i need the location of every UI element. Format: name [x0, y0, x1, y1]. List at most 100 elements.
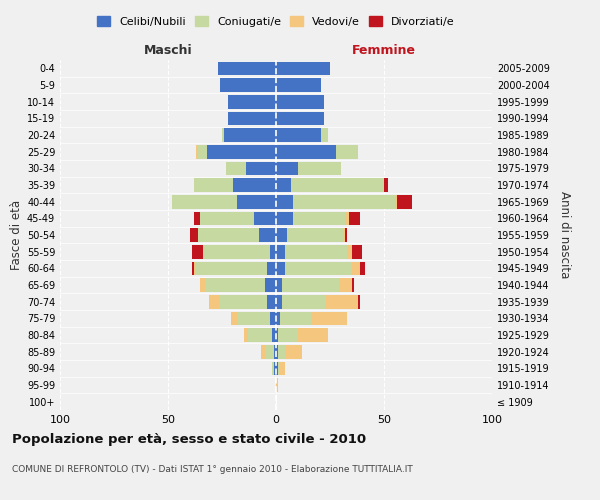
Bar — [194, 178, 233, 192]
Bar — [276, 245, 284, 258]
Bar — [298, 162, 341, 175]
Bar — [272, 328, 276, 342]
Bar — [209, 295, 220, 308]
Bar — [200, 278, 205, 292]
Bar — [248, 328, 272, 342]
Bar — [198, 145, 207, 158]
Bar — [226, 162, 246, 175]
Bar — [205, 278, 265, 292]
Bar — [360, 262, 365, 275]
Bar — [352, 278, 354, 292]
Bar — [220, 295, 268, 308]
Bar — [276, 378, 278, 392]
Bar — [347, 245, 352, 258]
Bar — [200, 212, 254, 225]
Bar — [276, 178, 291, 192]
Bar — [278, 328, 298, 342]
Bar — [298, 328, 328, 342]
Bar — [276, 162, 298, 175]
Bar — [311, 312, 347, 325]
Legend: Celibi/Nubili, Coniugati/e, Vedovi/e, Divorziati/e: Celibi/Nubili, Coniugati/e, Vedovi/e, Di… — [94, 13, 458, 30]
Bar — [345, 228, 347, 242]
Bar — [337, 145, 358, 158]
Bar — [192, 262, 194, 275]
Bar — [276, 195, 293, 208]
Bar — [237, 195, 276, 208]
Bar — [284, 345, 302, 358]
Bar — [276, 328, 278, 342]
Bar — [190, 228, 198, 242]
Bar — [229, 112, 276, 125]
Bar — [268, 262, 276, 275]
Bar — [338, 278, 352, 292]
Bar — [276, 278, 283, 292]
Bar — [230, 312, 237, 325]
Bar — [233, 178, 276, 192]
Bar — [395, 195, 397, 208]
Bar — [276, 95, 323, 108]
Bar — [261, 345, 265, 358]
Bar — [358, 295, 360, 308]
Bar — [276, 112, 323, 125]
Bar — [291, 178, 384, 192]
Bar — [280, 312, 311, 325]
Bar — [254, 212, 276, 225]
Bar — [343, 228, 345, 242]
Bar — [192, 245, 203, 258]
Bar — [276, 128, 322, 142]
Bar — [246, 162, 276, 175]
Y-axis label: Fasce di età: Fasce di età — [10, 200, 23, 270]
Bar — [276, 228, 287, 242]
Bar — [194, 212, 200, 225]
Bar — [207, 145, 276, 158]
Bar — [269, 245, 276, 258]
Bar — [274, 345, 276, 358]
Bar — [397, 195, 412, 208]
Text: Femmine: Femmine — [352, 44, 416, 57]
Bar — [276, 212, 293, 225]
Bar — [229, 95, 276, 108]
Bar — [352, 262, 360, 275]
Bar — [326, 295, 358, 308]
Bar — [283, 278, 338, 292]
Bar — [265, 345, 274, 358]
Bar — [278, 362, 280, 375]
Bar — [276, 295, 283, 308]
Bar — [284, 245, 347, 258]
Bar — [276, 262, 284, 275]
Bar — [198, 228, 259, 242]
Bar — [293, 212, 345, 225]
Bar — [384, 178, 388, 192]
Bar — [352, 245, 362, 258]
Bar — [345, 212, 349, 225]
Bar — [194, 262, 196, 275]
Bar — [237, 312, 269, 325]
Bar — [276, 362, 278, 375]
Text: Maschi: Maschi — [143, 44, 193, 57]
Bar — [276, 145, 337, 158]
Bar — [222, 128, 224, 142]
Bar — [244, 328, 248, 342]
Bar — [276, 62, 330, 75]
Text: COMUNE DI REFRONTOLO (TV) - Dati ISTAT 1° gennaio 2010 - Elaborazione TUTTITALIA: COMUNE DI REFRONTOLO (TV) - Dati ISTAT 1… — [12, 466, 413, 474]
Bar — [172, 195, 237, 208]
Bar — [259, 228, 276, 242]
Bar — [268, 295, 276, 308]
Bar — [196, 145, 198, 158]
Bar — [272, 362, 274, 375]
Bar — [274, 362, 276, 375]
Bar — [283, 295, 326, 308]
Bar — [265, 278, 276, 292]
Bar — [280, 362, 284, 375]
Bar — [276, 345, 278, 358]
Text: Popolazione per età, sesso e stato civile - 2010: Popolazione per età, sesso e stato civil… — [12, 432, 366, 446]
Bar — [287, 228, 343, 242]
Bar — [196, 262, 268, 275]
Bar — [220, 78, 276, 92]
Bar — [276, 312, 280, 325]
Bar — [224, 128, 276, 142]
Bar — [203, 245, 269, 258]
Bar — [218, 62, 276, 75]
Y-axis label: Anni di nascita: Anni di nascita — [558, 192, 571, 278]
Bar — [284, 262, 352, 275]
